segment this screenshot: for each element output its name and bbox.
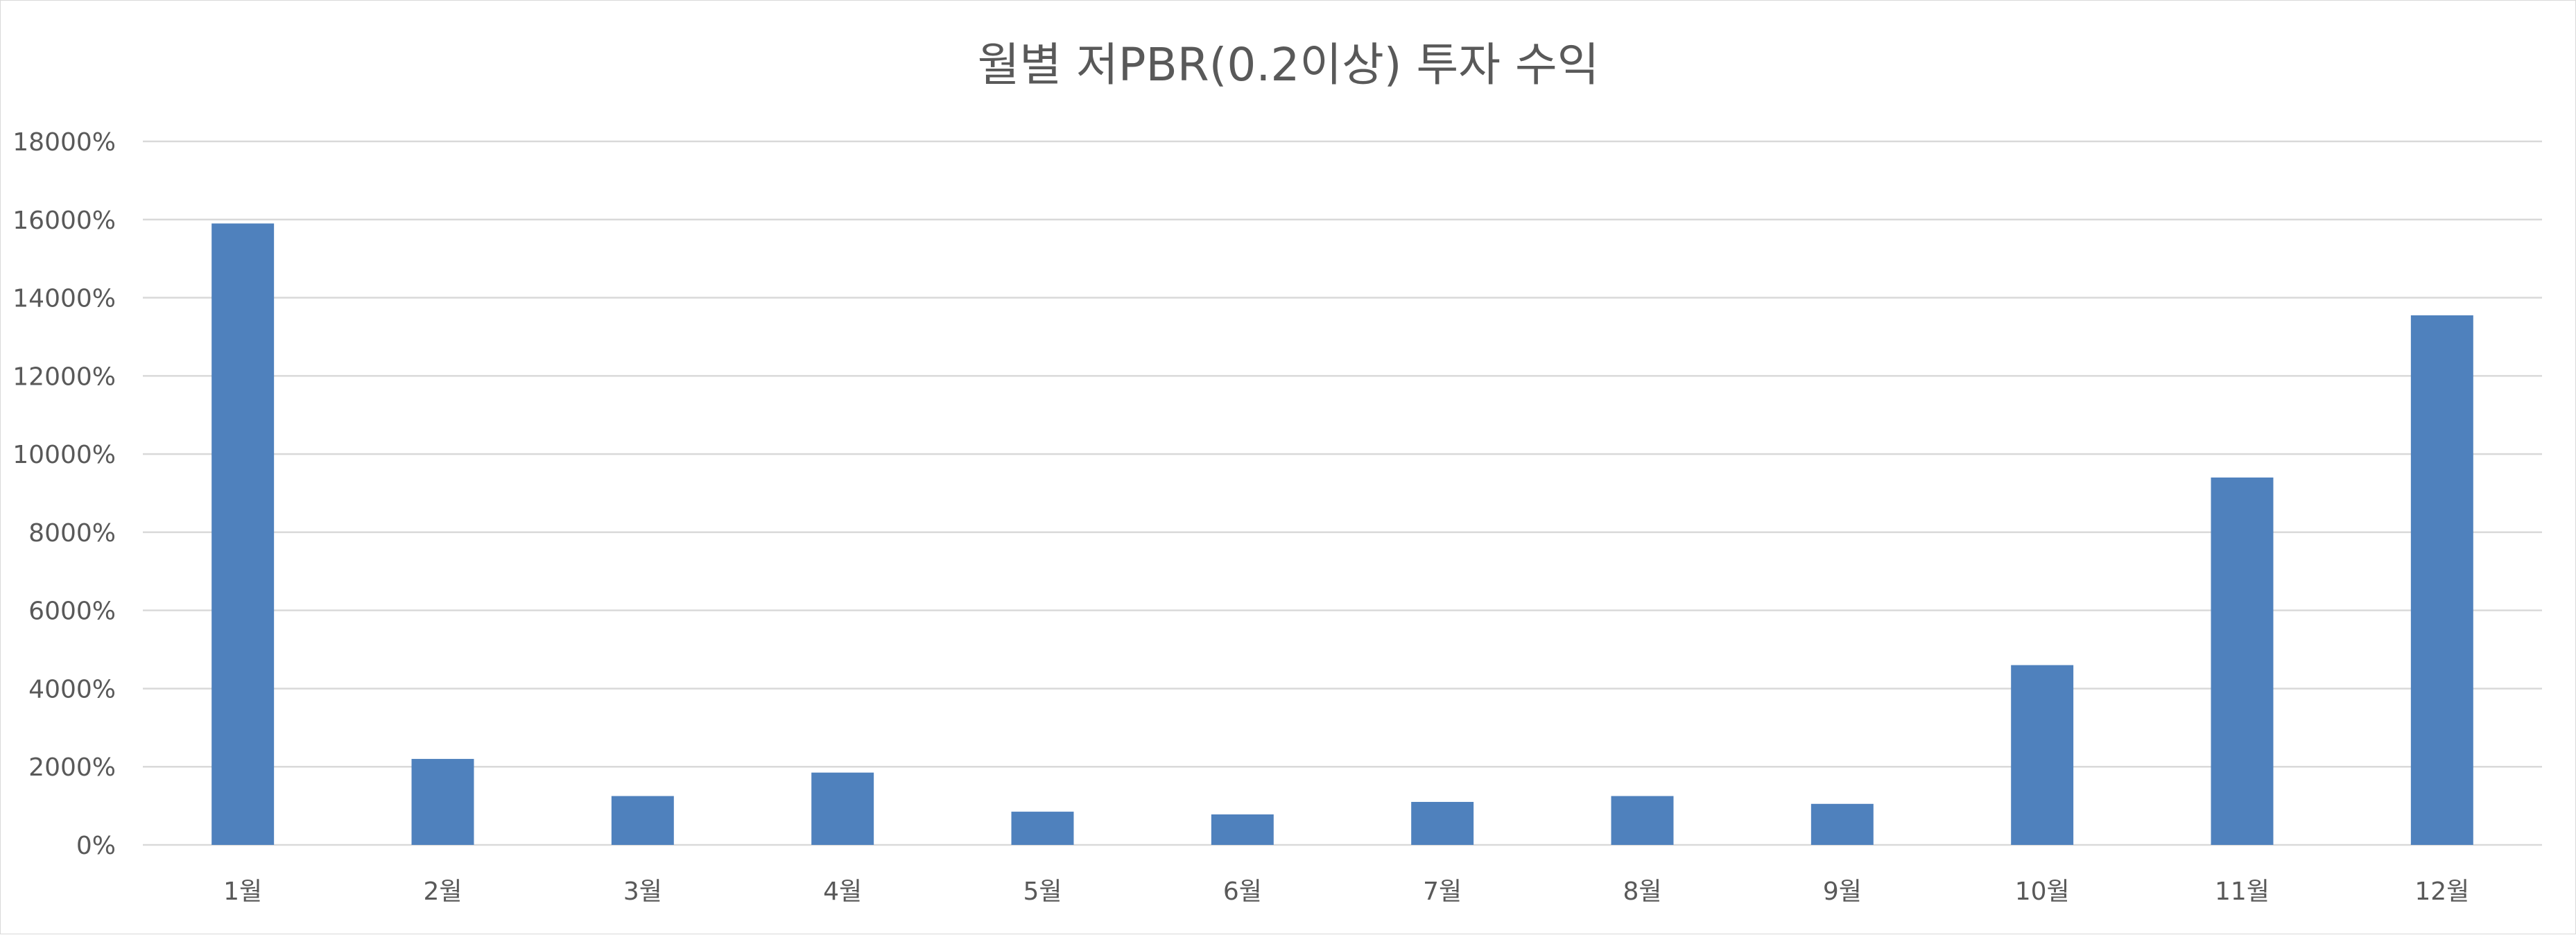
x-tick-label: 10월 xyxy=(2015,877,2070,906)
bar-6 xyxy=(1211,814,1274,845)
x-tick-label: 9월 xyxy=(1823,877,1862,906)
x-tick-label: 6월 xyxy=(1223,877,1262,906)
gridlines xyxy=(143,140,2542,846)
y-tick-label: 0% xyxy=(76,832,116,860)
bar-2 xyxy=(411,758,474,845)
y-axis-tick-labels: 0% 2000% 4000% 6000% 8000% 10000% 12000% 14000%… xyxy=(12,128,116,860)
y-tick-label: 2000% xyxy=(28,753,116,782)
x-tick-label: 11월 xyxy=(2215,877,2270,906)
bar-4 xyxy=(811,772,874,845)
x-tick-label: 5월 xyxy=(1023,877,1062,906)
bar-11 xyxy=(2211,477,2274,845)
y-tick-label: 10000% xyxy=(12,441,116,469)
y-tick-label: 8000% xyxy=(28,519,116,548)
bar-8 xyxy=(1611,796,1674,845)
y-tick-label: 4000% xyxy=(28,675,116,704)
y-tick-label: 14000% xyxy=(12,285,116,313)
bar-9 xyxy=(1810,803,1874,845)
bars xyxy=(211,223,2473,846)
x-axis-tick-labels: 1월 2월 3월 4월 5월 6월 7월 8월 9월 10월 11월 12월 xyxy=(223,877,2469,906)
y-tick-label: 12000% xyxy=(12,362,116,391)
x-tick-label: 3월 xyxy=(623,877,662,906)
bar-7 xyxy=(1411,801,1474,845)
y-tick-label: 6000% xyxy=(28,597,116,626)
bar-3 xyxy=(611,796,674,845)
y-tick-label: 18000% xyxy=(12,128,116,157)
bar-10 xyxy=(2011,665,2074,845)
x-tick-label: 4월 xyxy=(823,877,862,906)
x-tick-label: 2월 xyxy=(423,877,462,906)
bar-1 xyxy=(211,223,275,846)
chart-title: 월별 저PBR(0.2이상) 투자 수익 xyxy=(978,38,1600,91)
x-tick-label: 7월 xyxy=(1423,877,1462,906)
y-tick-label: 16000% xyxy=(12,207,116,235)
x-tick-label: 12월 xyxy=(2414,877,2469,906)
bar-12 xyxy=(2410,315,2473,845)
x-tick-label: 1월 xyxy=(223,877,262,906)
bar-5 xyxy=(1011,812,1074,845)
x-tick-label: 8월 xyxy=(1623,877,1661,906)
